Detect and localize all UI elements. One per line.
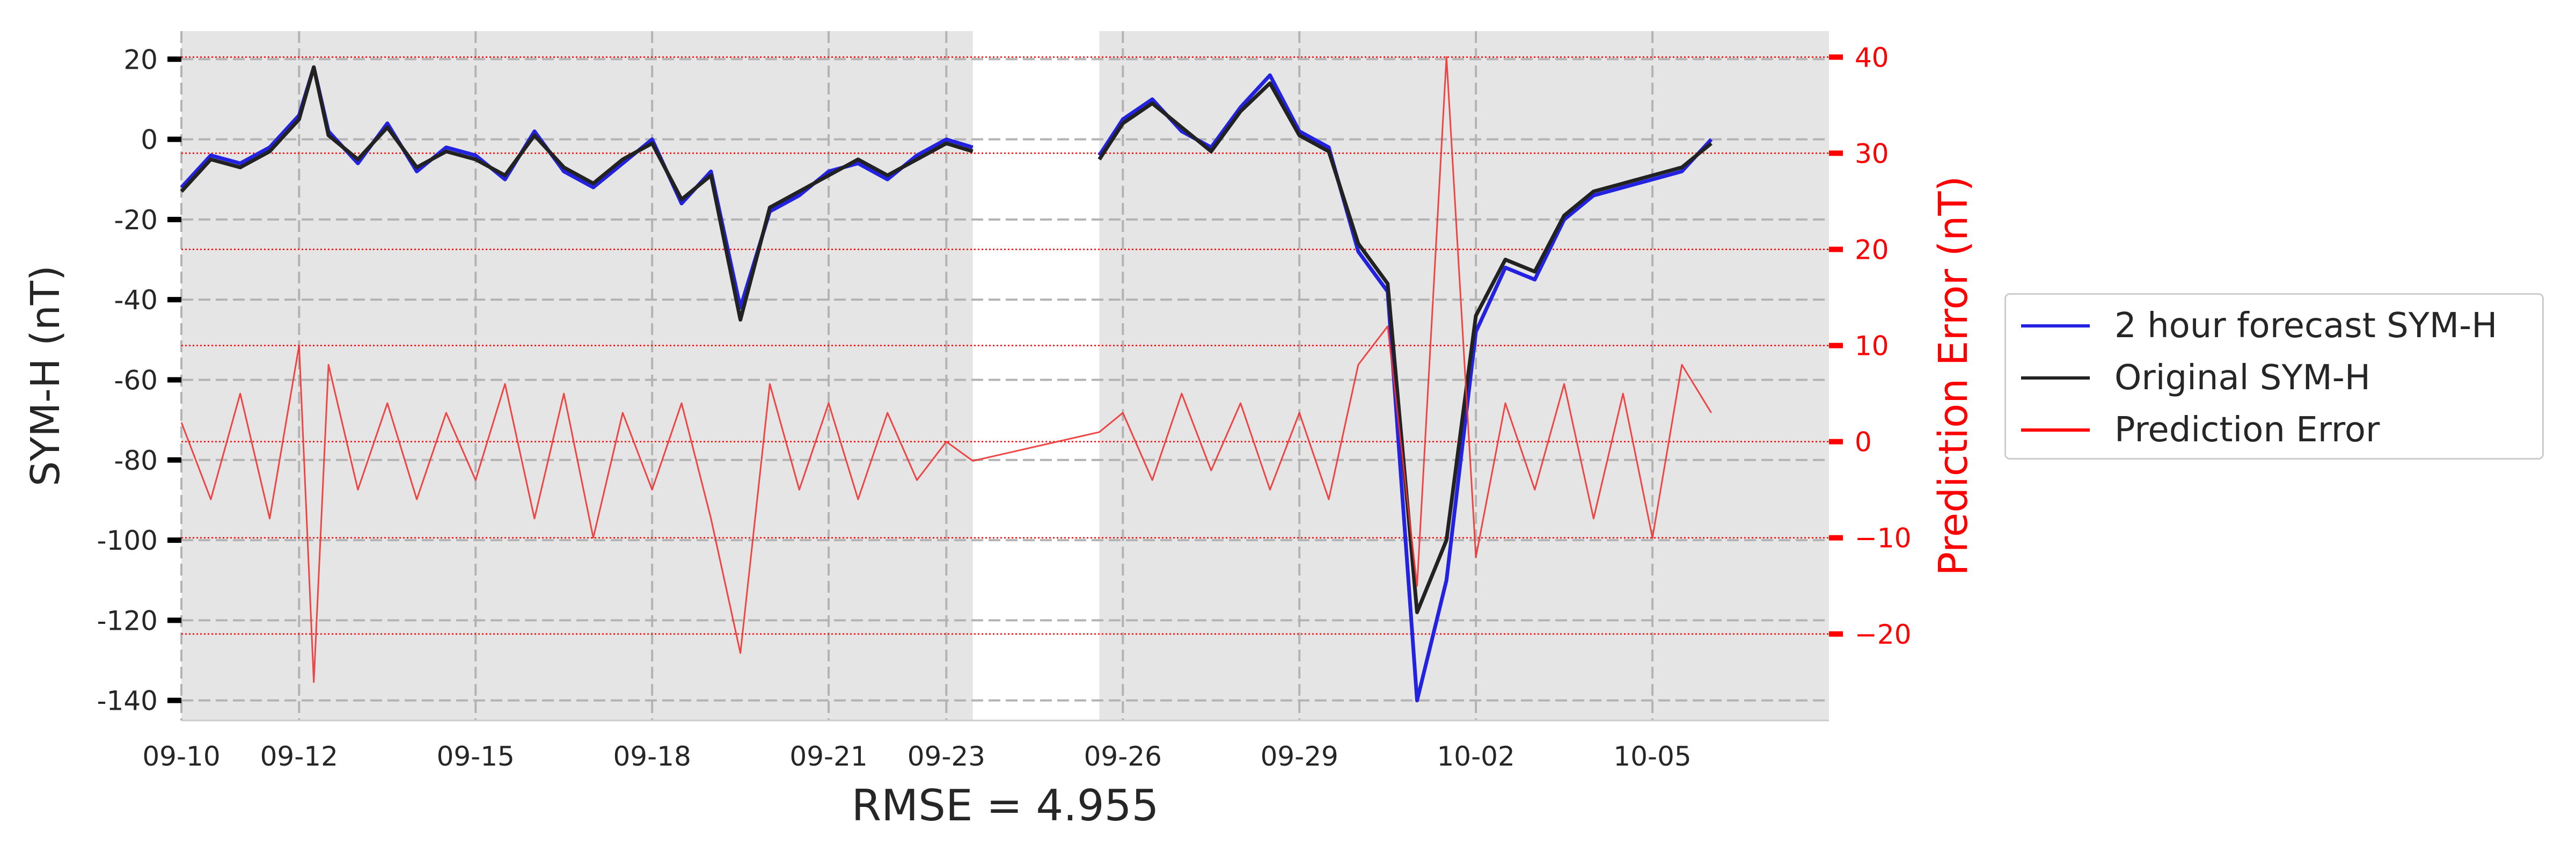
legend-item-error: Prediction Error (2021, 409, 2380, 452)
x-tick-label: 09-18 (613, 741, 691, 772)
x-tick-label: 09-29 (1261, 741, 1338, 772)
x-tick-label: 09-12 (260, 741, 338, 772)
legend-swatch-error (2021, 428, 2090, 432)
x-tick-label: 10-02 (1437, 741, 1514, 772)
y2-tick-label: 30 (1855, 138, 1889, 169)
y-tick-label: -100 (97, 525, 158, 556)
y-tick-label: -80 (114, 445, 158, 476)
legend: 2 hour forecast SYM-H Original SYM-H Pre… (2004, 293, 2544, 460)
y-tick-label: -140 (97, 686, 158, 717)
x-tick-label: 09-10 (142, 741, 220, 772)
y2-tick-label: 40 (1855, 42, 1889, 73)
grid-lines (180, 31, 1829, 720)
legend-swatch-original (2021, 376, 2090, 380)
y2-axis-label: Prediction Error (nT) (1930, 176, 1977, 576)
y2-tick-label: 20 (1855, 235, 1889, 266)
x-tick-label: 09-15 (437, 741, 515, 772)
legend-swatch-forecast (2021, 324, 2090, 327)
x-tick-label: 09-26 (1084, 741, 1162, 772)
y-axis-label: SYM-H (nT) (23, 265, 69, 486)
x-tick-label: 09-21 (789, 741, 867, 772)
series-lines (180, 56, 1713, 703)
original-line (180, 65, 1713, 614)
x-axis-label: RMSE = 4.955 (852, 781, 1159, 831)
x-tick-label: 10-05 (1613, 741, 1691, 772)
legend-label-original: Original SYM-H (2114, 358, 2370, 398)
y2-tick-label: −10 (1855, 523, 1912, 554)
y2-tick-label: 0 (1855, 427, 1872, 458)
legend-item-original: Original SYM-H (2021, 356, 2370, 399)
y2-tick-label: −20 (1855, 619, 1912, 650)
data-gap-band (972, 31, 1100, 720)
y2-tick-label: 10 (1855, 331, 1889, 362)
x-tick-label: 09-23 (908, 741, 985, 772)
y-tick-label: -120 (97, 605, 158, 636)
y-tick-label: 20 (123, 44, 158, 75)
legend-label-error: Prediction Error (2114, 410, 2380, 450)
y-tick-label: -40 (114, 285, 158, 316)
y-tick-label: 0 (141, 125, 158, 156)
y-tick-label: -60 (114, 365, 158, 396)
y-tick-label: -20 (114, 205, 158, 236)
legend-label-forecast: 2 hour forecast SYM-H (2114, 306, 2498, 346)
legend-item-forecast: 2 hour forecast SYM-H (2021, 304, 2497, 347)
axes: 20 0 -20 -40 -60 -80 -100 -120 -140 40 30 20 10 0 −10 −… (97, 42, 1912, 772)
error-line (180, 56, 1712, 683)
